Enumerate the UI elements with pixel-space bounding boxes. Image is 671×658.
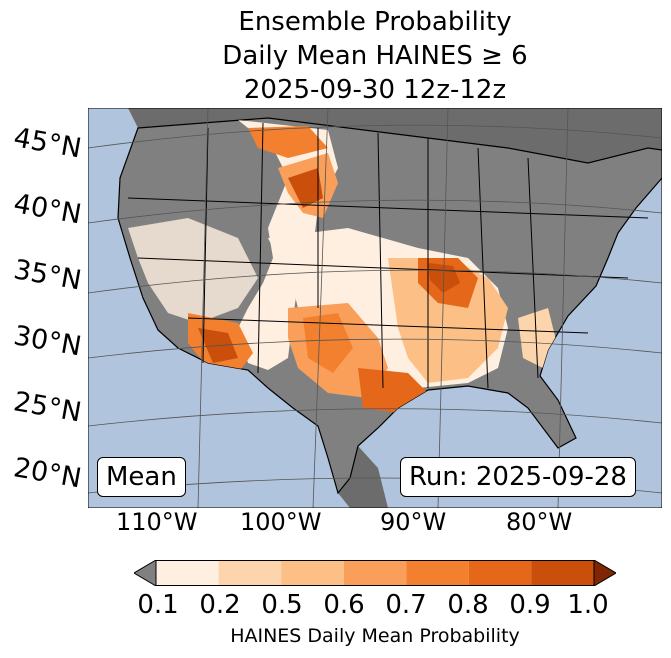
lon-label-110: 110°W — [116, 508, 198, 536]
canada-land — [128, 108, 662, 163]
colorbar-under-arrow — [134, 560, 157, 586]
colorbar-segment — [218, 560, 282, 586]
pacific-ocean — [88, 208, 350, 508]
colorbar-tick: 0.1 — [137, 590, 179, 620]
colorbar-tick: 0.7 — [385, 590, 427, 620]
lat-label-35: 35°N — [11, 254, 84, 297]
state-borders — [127, 122, 649, 389]
lon-label-90: 90°W — [380, 508, 447, 536]
colorbar — [134, 560, 616, 586]
title-line-1: Ensemble Probability — [238, 7, 512, 37]
lat-label-45: 45°N — [11, 122, 84, 165]
title-line-2: Daily Mean HAINES ≥ 6 — [222, 41, 528, 71]
colorbar-tick: 0.5 — [261, 590, 303, 620]
colorbar-segment — [468, 560, 532, 586]
colorbar-over-arrow — [593, 560, 616, 586]
probability-map — [88, 108, 662, 508]
colorbar-tick: 1.0 — [567, 590, 609, 620]
colorbar-segment — [531, 560, 594, 586]
colorbar-segment — [406, 560, 469, 586]
lat-label-25: 25°N — [11, 386, 84, 429]
colorbar-tick: 0.2 — [199, 590, 241, 620]
lat-label-30: 30°N — [11, 320, 84, 363]
lat-label-20: 20°N — [11, 452, 84, 495]
lat-label-40: 40°N — [11, 188, 84, 231]
colorbar-label: HAINES Daily Mean Probability — [230, 625, 520, 647]
colorbar-tick: 0.6 — [323, 590, 365, 620]
mean-box: Mean — [97, 457, 186, 497]
colorbar-segment — [343, 560, 407, 586]
graticule — [88, 108, 662, 508]
lon-label-100: 100°W — [240, 508, 322, 536]
lon-label-80: 80°W — [506, 508, 573, 536]
colorbar-tick: 0.9 — [509, 590, 551, 620]
colorbar-segment — [281, 560, 344, 586]
probability-shading — [128, 120, 558, 413]
colorbar-tick: 0.8 — [447, 590, 489, 620]
colorbar-segment — [156, 560, 219, 586]
run-date-box: Run: 2025-09-28 — [400, 457, 636, 497]
title-line-3: 2025-09-30 12z-12z — [243, 75, 507, 105]
colorbar-frame — [155, 560, 595, 586]
